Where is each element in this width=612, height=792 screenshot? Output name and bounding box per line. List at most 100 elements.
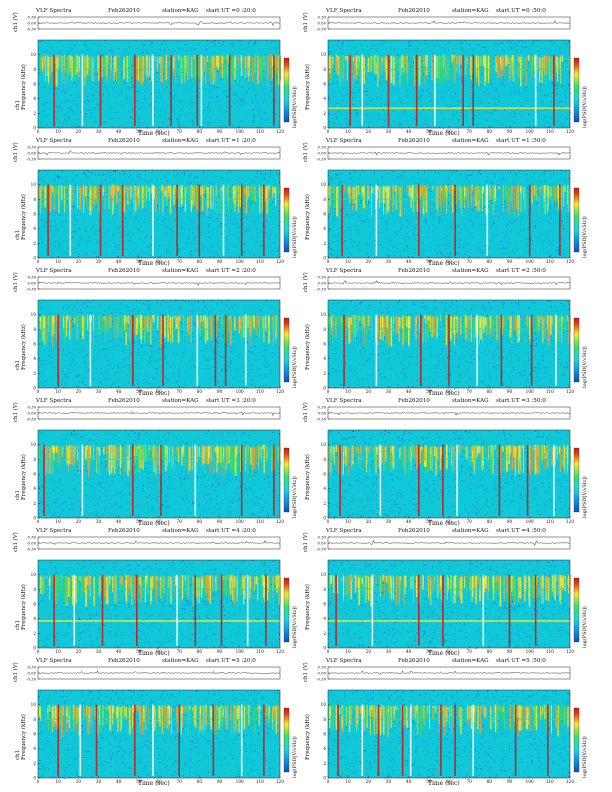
- noise-speck: [439, 218, 441, 220]
- noise-speck: [543, 172, 545, 174]
- noise-speck: [278, 249, 279, 251]
- noise-speck: [76, 85, 78, 87]
- noise-speck: [470, 50, 472, 51]
- noise-speck: [115, 91, 117, 92]
- noise-speck: [438, 40, 440, 42]
- band-streak: [219, 187, 222, 214]
- noise-speck: [501, 83, 503, 85]
- noise-speck: [461, 49, 462, 51]
- noise-speck: [408, 237, 410, 239]
- noise-speck: [366, 58, 368, 60]
- noise-speck: [515, 246, 516, 248]
- noise-speck: [533, 126, 534, 127]
- noise-speck: [376, 78, 378, 80]
- noise-speck: [150, 104, 151, 106]
- noise-speck: [336, 48, 338, 50]
- band-streak: [495, 56, 497, 72]
- noise-speck: [246, 78, 248, 80]
- noise-speck: [502, 102, 504, 104]
- noise-speck: [174, 219, 176, 221]
- noise-speck: [247, 187, 248, 189]
- band-streak: [145, 186, 146, 207]
- noise-speck: [332, 52, 334, 53]
- y-tick-label: 2: [33, 241, 36, 246]
- noise-speck: [557, 85, 558, 87]
- noise-speck: [415, 111, 416, 113]
- noise-speck: [226, 95, 228, 97]
- noise-speck: [351, 193, 352, 195]
- noise-speck: [421, 90, 423, 92]
- noise-speck: [252, 120, 254, 121]
- noise-speck: [456, 89, 457, 90]
- noise-speck: [421, 60, 423, 61]
- noise-speck: [58, 51, 59, 52]
- noise-speck: [494, 173, 496, 175]
- noise-speck: [64, 239, 65, 241]
- noise-speck: [163, 43, 165, 45]
- band-streak: [401, 57, 402, 75]
- x-tick-label: 60: [156, 129, 162, 134]
- noise-speck: [145, 179, 146, 181]
- band-streak: [348, 56, 350, 60]
- noise-speck: [540, 90, 542, 91]
- noise-speck: [67, 100, 69, 101]
- noise-speck: [521, 174, 522, 175]
- noise-speck: [115, 180, 116, 182]
- noise-speck: [277, 256, 279, 258]
- y-tick-label: 0: [33, 256, 36, 261]
- noise-speck: [145, 171, 146, 172]
- noise-speck: [159, 77, 161, 79]
- noise-speck: [430, 247, 432, 248]
- noise-speck: [260, 110, 262, 112]
- noise-speck: [67, 65, 69, 67]
- noise-speck: [65, 252, 67, 254]
- noise-speck: [238, 74, 240, 76]
- noise-speck: [524, 106, 525, 107]
- noise-speck: [49, 108, 50, 110]
- noise-speck: [398, 44, 400, 45]
- noise-speck: [476, 248, 478, 250]
- noise-speck: [460, 232, 461, 234]
- noise-speck: [85, 44, 86, 45]
- noise-speck: [178, 250, 180, 252]
- noise-speck: [188, 229, 190, 231]
- noise-speck: [437, 232, 439, 233]
- noise-speck: [177, 172, 179, 174]
- noise-speck: [59, 251, 61, 253]
- x-tick-label: 110: [256, 129, 264, 134]
- noise-speck: [270, 170, 271, 172]
- noise-speck: [45, 221, 47, 223]
- noise-speck: [543, 84, 545, 86]
- noise-speck: [45, 249, 47, 250]
- noise-speck: [110, 51, 112, 53]
- noise-speck: [382, 42, 384, 44]
- y-tick-label: 8: [33, 67, 36, 72]
- noise-speck: [195, 117, 197, 118]
- noise-speck: [62, 125, 63, 127]
- noise-speck: [265, 173, 267, 175]
- noise-speck: [91, 203, 92, 205]
- noise-speck: [518, 93, 520, 95]
- noise-speck: [50, 229, 52, 231]
- band-streak: [123, 57, 125, 80]
- noise-speck: [52, 210, 54, 212]
- noise-speck: [72, 236, 73, 237]
- noise-speck: [207, 107, 208, 109]
- noise-speck: [52, 215, 53, 217]
- noise-speck: [411, 201, 413, 203]
- noise-speck: [362, 49, 364, 51]
- noise-speck: [251, 179, 253, 181]
- noise-speck: [70, 206, 72, 207]
- time-axis-label: Time (sec): [138, 130, 170, 137]
- band-streak: [504, 55, 506, 66]
- noise-speck: [370, 186, 372, 188]
- noise-speck: [211, 87, 213, 89]
- noise-speck: [158, 90, 160, 92]
- band-streak: [393, 57, 395, 86]
- noise-speck: [334, 57, 336, 59]
- noise-speck: [144, 181, 146, 183]
- x-tick-label: 120: [276, 259, 284, 264]
- noise-speck: [194, 102, 196, 104]
- noise-speck: [475, 114, 476, 116]
- noise-speck: [247, 82, 249, 84]
